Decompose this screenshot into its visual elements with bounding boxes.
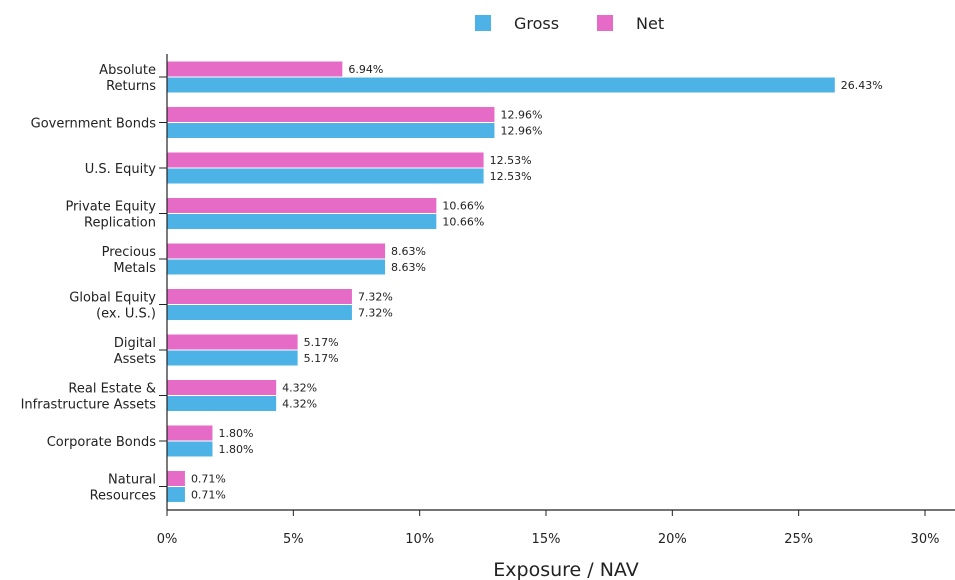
x-tick-label: 10% [405, 532, 434, 547]
value-label-net: 12.53% [490, 154, 532, 167]
y-tick-label: Digital [114, 336, 156, 351]
y-tick-label: Replication [84, 216, 156, 231]
bar-gross [167, 168, 484, 184]
y-tick-label: Global Equity [69, 291, 156, 306]
x-tick-label: 15% [532, 532, 561, 547]
bar-net [167, 243, 386, 259]
bar-net [167, 380, 277, 395]
legend: Gross Net [475, 14, 664, 33]
value-label-gross: 10.66% [442, 216, 484, 229]
bar-gross [167, 487, 185, 502]
bar-gross [167, 396, 277, 411]
legend-label-net: Net [636, 14, 664, 33]
y-tick-label: Returns [106, 79, 156, 94]
x-tick-label: 5% [283, 532, 304, 547]
y-tick-label: Corporate Bonds [47, 435, 156, 450]
y-tick-label: Absolute [99, 63, 156, 78]
bar-gross [167, 214, 437, 229]
value-label-gross: 8.63% [391, 261, 426, 274]
bars: 6.94% 26.43% 12.96% 12.96% 12.53% 12.53% 10.66… [167, 61, 883, 502]
x-axis-title: Exposure / NAV [493, 559, 638, 580]
value-label-gross: 0.71% [191, 489, 226, 502]
bar-gross [167, 441, 213, 457]
y-tick-label: Natural [108, 473, 156, 488]
y-tick-label: Government Bonds [31, 117, 157, 132]
value-label-net: 4.32% [282, 382, 317, 395]
bar-net [167, 334, 298, 350]
legend-swatch-net [597, 15, 613, 31]
y-tick-label: Real Estate & [68, 382, 156, 397]
value-label-gross: 7.32% [358, 307, 393, 320]
value-label-net: 5.17% [304, 336, 339, 349]
bar-net [167, 152, 484, 168]
bar-net [167, 471, 185, 486]
y-tick-label: Private Equity [65, 200, 156, 215]
value-label-net: 1.80% [218, 427, 253, 440]
y-tick-label: Resources [90, 489, 157, 504]
x-tick-label: 25% [784, 532, 813, 547]
y-tick-label: Infrastructure Assets [21, 398, 157, 413]
bar-net [167, 107, 495, 122]
x-tick-label: 30% [911, 532, 940, 547]
value-label-net: 7.32% [358, 291, 393, 304]
value-label-gross: 1.80% [218, 443, 253, 456]
value-label-net: 8.63% [391, 245, 426, 258]
legend-label-gross: Gross [514, 14, 559, 33]
bar-gross [167, 305, 352, 320]
value-label-gross: 26.43% [841, 79, 883, 92]
bar-gross [167, 123, 495, 138]
value-label-gross: 5.17% [304, 352, 339, 365]
value-label-net: 12.96% [500, 109, 542, 122]
value-label-gross: 12.53% [490, 170, 532, 183]
value-label-net: 6.94% [348, 63, 383, 76]
bar-net [167, 61, 343, 77]
value-label-gross: 12.96% [500, 125, 542, 138]
value-label-net: 10.66% [442, 200, 484, 213]
value-label-net: 0.71% [191, 473, 226, 486]
x-tick-label: 0% [157, 532, 178, 547]
x-tick-label: 20% [658, 532, 687, 547]
y-tick-label: Precious [102, 245, 157, 260]
legend-swatch-gross [475, 15, 491, 31]
y-tick-label: Assets [114, 352, 157, 367]
bar-net [167, 198, 437, 213]
bar-net [167, 289, 352, 304]
y-tick-label: U.S. Equity [85, 162, 157, 177]
value-label-gross: 4.32% [282, 398, 317, 411]
bar-gross [167, 350, 298, 366]
bar-gross [167, 77, 835, 93]
y-tick-label: (ex. U.S.) [96, 307, 156, 322]
bar-net [167, 425, 213, 441]
y-tick-label: Metals [113, 261, 156, 276]
bar-gross [167, 259, 386, 275]
